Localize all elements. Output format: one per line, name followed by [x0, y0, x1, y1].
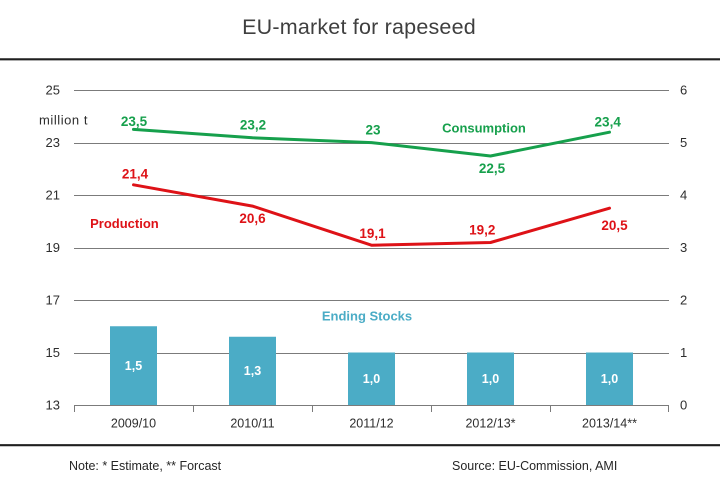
- svg-text:1,5: 1,5: [125, 359, 142, 373]
- svg-text:million t: million t: [39, 113, 88, 128]
- svg-text:Production: Production: [90, 216, 159, 231]
- svg-text:20,5: 20,5: [601, 218, 628, 233]
- svg-text:17: 17: [46, 293, 60, 308]
- svg-text:6: 6: [680, 83, 687, 98]
- svg-text:Source: EU-Commission, AMI: Source: EU-Commission, AMI: [452, 459, 617, 473]
- svg-text:20,6: 20,6: [239, 211, 266, 226]
- svg-text:EU-market for rapeseed: EU-market for rapeseed: [242, 15, 476, 39]
- svg-text:2012/13*: 2012/13*: [465, 416, 515, 430]
- svg-text:23,5: 23,5: [121, 114, 148, 129]
- svg-text:19,2: 19,2: [469, 223, 495, 238]
- svg-text:23: 23: [46, 135, 60, 150]
- svg-text:2009/10: 2009/10: [111, 416, 156, 430]
- svg-text:19,1: 19,1: [359, 226, 386, 241]
- svg-text:2013/14**: 2013/14**: [582, 416, 637, 430]
- svg-text:13: 13: [46, 398, 60, 413]
- svg-text:2011/12: 2011/12: [349, 416, 393, 430]
- svg-text:0: 0: [680, 398, 687, 413]
- svg-text:1,0: 1,0: [482, 372, 499, 386]
- svg-text:25: 25: [46, 83, 60, 98]
- svg-text:15: 15: [46, 345, 60, 360]
- svg-text:23,2: 23,2: [240, 118, 266, 133]
- svg-text:1,0: 1,0: [363, 372, 380, 386]
- svg-text:1: 1: [680, 345, 687, 360]
- svg-text:3: 3: [680, 240, 687, 255]
- svg-text:1,0: 1,0: [601, 372, 618, 386]
- svg-text:2: 2: [680, 293, 687, 308]
- svg-text:1,3: 1,3: [244, 364, 261, 378]
- svg-text:Consumption: Consumption: [442, 121, 526, 136]
- svg-text:4: 4: [680, 188, 687, 203]
- svg-text:Note: * Estimate, ** Forcast: Note: * Estimate, ** Forcast: [69, 459, 222, 473]
- svg-text:23: 23: [365, 123, 381, 138]
- svg-text:22,5: 22,5: [479, 161, 506, 176]
- svg-text:Ending Stocks: Ending Stocks: [322, 309, 412, 324]
- svg-text:2010/11: 2010/11: [230, 416, 274, 430]
- svg-text:21: 21: [46, 188, 60, 203]
- svg-text:5: 5: [680, 135, 687, 150]
- svg-text:23,4: 23,4: [595, 115, 622, 130]
- svg-text:19: 19: [46, 240, 60, 255]
- svg-text:21,4: 21,4: [122, 167, 149, 182]
